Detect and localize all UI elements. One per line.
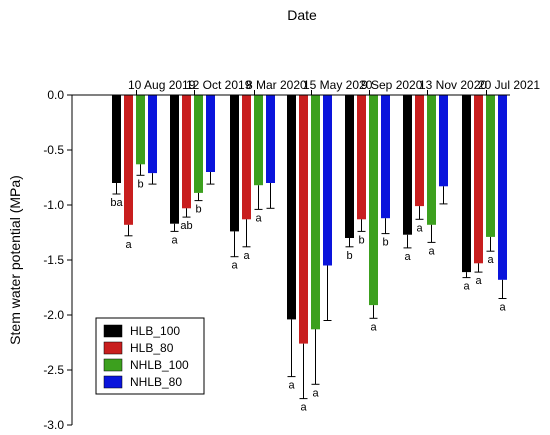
significance-label: b (358, 234, 364, 246)
bar (323, 95, 332, 266)
significance-label: a (404, 251, 411, 263)
significance-label: a (370, 321, 377, 333)
legend: HLB_100 HLB_80 NHLB_100 NHLB_80 (95, 317, 205, 395)
bar (439, 95, 448, 187)
date-label: 20 Jul 2021 (478, 78, 540, 92)
significance-label: b (346, 250, 352, 262)
significance-label: ab (180, 220, 192, 232)
bar (299, 95, 308, 344)
date-label: 8 Mar 2020 (246, 78, 307, 92)
bars-group (112, 95, 507, 344)
y-tick-label: -2.0 (43, 308, 64, 322)
bar (136, 95, 145, 165)
bar (474, 95, 483, 264)
bar (242, 95, 251, 220)
bar (230, 95, 239, 232)
significance-label: a (125, 239, 132, 251)
legend-label: HLB_100 (130, 324, 180, 338)
x-axis-title: Date (287, 7, 317, 23)
bar (498, 95, 507, 280)
significance-label: a (416, 222, 423, 234)
error-bars-group (112, 164, 507, 400)
bar (345, 95, 354, 238)
significance-label: b (195, 204, 201, 216)
bar (112, 95, 121, 183)
significance-label: a (499, 302, 506, 314)
date-label: 12 Oct 2019 (186, 78, 252, 92)
date-label: 15 May 2020 (303, 78, 373, 92)
y-tick-label: -0.5 (43, 143, 64, 157)
bar (124, 95, 133, 225)
bar (148, 95, 157, 174)
y-tick-label: -1.5 (43, 253, 64, 267)
legend-label: NHLB_100 (130, 358, 189, 372)
significance-label: a (463, 281, 470, 293)
significance-label: a (428, 245, 435, 257)
significance-label: b (382, 237, 388, 249)
y-tick-label: -1.0 (43, 198, 64, 212)
bar (462, 95, 471, 273)
bar (206, 95, 215, 172)
date-label: 10 Aug 2019 (128, 78, 196, 92)
significance-label: b (137, 178, 143, 190)
bar (369, 95, 378, 306)
bar (486, 95, 495, 237)
date-label: 9 Sep 2020 (361, 78, 423, 92)
date-label: 13 Nov 2020 (419, 78, 487, 92)
significance-label: a (487, 254, 494, 266)
bar (287, 95, 296, 320)
significance-label: a (171, 234, 178, 246)
bar (403, 95, 412, 235)
bar (254, 95, 263, 186)
bar (427, 95, 436, 225)
legend-label: NHLB_80 (130, 375, 182, 389)
legend-label: HLB_80 (130, 341, 174, 355)
significance-label: a (475, 275, 482, 287)
significance-label: a (243, 250, 250, 262)
significance-label: a (300, 402, 307, 414)
significance-label: a (312, 387, 319, 399)
legend-swatch (103, 375, 123, 389)
bar (266, 95, 275, 183)
y-tick-label: 0.0 (47, 88, 64, 102)
legend-swatch (103, 324, 123, 338)
axis-group: 0.0 -0.5 -1.0 -1.5 -2.0 -2.5 -3.0 (43, 88, 510, 432)
legend-swatch (103, 341, 123, 355)
bar (357, 95, 366, 220)
significance-label: a (288, 380, 295, 392)
bar (381, 95, 390, 219)
significance-label: ba (110, 197, 123, 209)
bar (170, 95, 179, 224)
bar (311, 95, 320, 330)
y-tick-label: -3.0 (43, 418, 64, 432)
legend-swatch (103, 358, 123, 372)
bar (415, 95, 424, 207)
bar (194, 95, 203, 193)
significance-label: a (255, 212, 262, 224)
y-axis-title: Stem water potential (MPa) (7, 175, 23, 345)
y-tick-label: -2.5 (43, 363, 64, 377)
significance-label: a (231, 260, 238, 272)
bar (182, 95, 191, 209)
